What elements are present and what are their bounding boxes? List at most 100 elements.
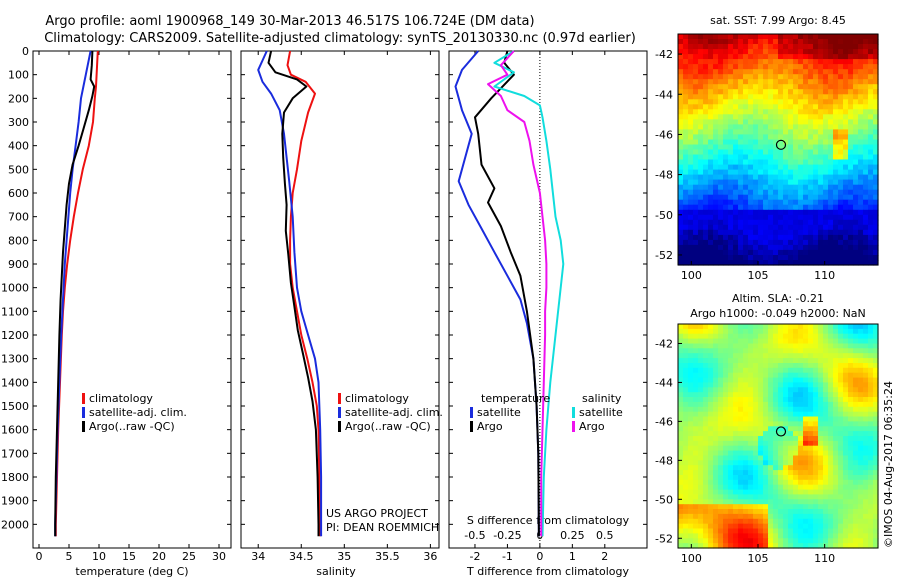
heatmap-cell (873, 431, 879, 437)
heatmap-cell (783, 450, 789, 457)
heatmap-cell (858, 154, 864, 161)
heatmap-cell (853, 367, 859, 374)
heatmap-cell (843, 179, 849, 186)
heatmap-cell (743, 59, 749, 65)
heatmap-cell (853, 494, 859, 500)
heatmap-cell (738, 377, 744, 384)
heatmap-cell (743, 164, 749, 171)
heatmap-cell (868, 358, 874, 364)
heatmap-cell (833, 416, 839, 422)
heatmap-cell (788, 382, 794, 388)
heatmap-cell (753, 328, 759, 335)
heatmap-cell (753, 129, 759, 135)
heatmap-cell (728, 445, 734, 452)
heatmap-cell (768, 328, 774, 335)
heatmap-cell (728, 69, 734, 75)
heatmap-cell (728, 324, 734, 330)
heatmap-cell (863, 234, 869, 241)
heatmap-cell (773, 450, 779, 457)
heatmap-cell (823, 353, 829, 359)
heatmap-cell (728, 199, 734, 206)
heatmap-cell (768, 411, 774, 418)
heatmap-cell (758, 234, 764, 241)
heatmap-cell (758, 358, 764, 364)
heatmap-cell (843, 397, 849, 403)
heatmap-cell (858, 479, 864, 486)
heatmap-cell (723, 169, 729, 176)
heatmap-cell (713, 328, 719, 335)
heatmap-cell (868, 382, 874, 388)
heatmap-cell (868, 392, 874, 398)
heatmap-cell (688, 224, 694, 231)
heatmap-cell (873, 74, 879, 80)
heatmap-cell (723, 470, 729, 476)
heatmap-cell (703, 455, 709, 461)
heatmap-cell (708, 179, 714, 186)
heatmap-cell (728, 460, 734, 466)
heatmap-cell (858, 219, 864, 226)
heatmap-cell (828, 363, 834, 369)
heatmap-cell (833, 79, 839, 85)
heatmap-cell (758, 499, 764, 505)
heatmap-cell (808, 169, 814, 176)
heatmap-cell (868, 149, 874, 156)
heatmap-cell (728, 465, 734, 471)
heatmap-cell (863, 174, 869, 181)
heatmap-cell (723, 114, 729, 120)
heatmap-cell (788, 179, 794, 186)
heatmap-cell (873, 234, 879, 241)
heatmap-cell (753, 164, 759, 171)
heatmap-cell (858, 209, 864, 216)
heatmap-cell (783, 348, 789, 354)
heatmap-cell (773, 260, 779, 266)
heatmap-cell (768, 440, 774, 447)
heatmap-cell (868, 343, 874, 349)
heatmap-cell (838, 465, 844, 471)
heatmap-cell (768, 149, 774, 156)
heatmap-cell (828, 134, 834, 140)
heatmap-cell (678, 234, 684, 241)
heatmap-cell (738, 194, 744, 201)
heatmap-cell (718, 69, 724, 75)
difference-x-label: T difference from climatology (466, 565, 629, 578)
heatmap-cell (698, 338, 704, 345)
heatmap-cell (858, 149, 864, 156)
heatmap-cell (778, 367, 784, 374)
heatmap-cell (728, 64, 734, 70)
heatmap-cell (723, 109, 729, 115)
heatmap-cell (748, 154, 754, 161)
heatmap-cell (863, 523, 869, 530)
heatmap-cell (788, 159, 794, 166)
heatmap-cell (738, 229, 744, 236)
heatmap-cell (793, 154, 799, 161)
heatmap-cell (758, 255, 764, 261)
heatmap-cell (723, 234, 729, 241)
heatmap-cell (783, 260, 789, 266)
heatmap-cell (718, 523, 724, 530)
heatmap-cell (718, 34, 724, 40)
heatmap-cell (793, 249, 799, 256)
heatmap-cell (718, 484, 724, 491)
heatmap-cell (823, 229, 829, 236)
heatmap-cell (793, 333, 799, 340)
heatmap-cell (798, 504, 804, 510)
heatmap-cell (868, 353, 874, 359)
heatmap-cell (768, 489, 774, 496)
heatmap-cell (698, 114, 704, 120)
heatmap-cell (788, 244, 794, 251)
heatmap-cell (843, 255, 849, 261)
heatmap-cell (853, 450, 859, 457)
heatmap-cell (823, 54, 829, 60)
heatmap-cell (733, 348, 739, 354)
heatmap-cell (788, 69, 794, 75)
heatmap-cell (833, 159, 839, 166)
heatmap-cell (773, 455, 779, 461)
heatmap-cell (718, 149, 724, 156)
heatmap-cell (763, 504, 769, 510)
heatmap-cell (723, 411, 729, 418)
heatmap-cell (863, 348, 869, 354)
heatmap-cell (698, 343, 704, 349)
heatmap-cell (748, 523, 754, 530)
heatmap-cell (838, 431, 844, 437)
heatmap-cell (743, 129, 749, 135)
